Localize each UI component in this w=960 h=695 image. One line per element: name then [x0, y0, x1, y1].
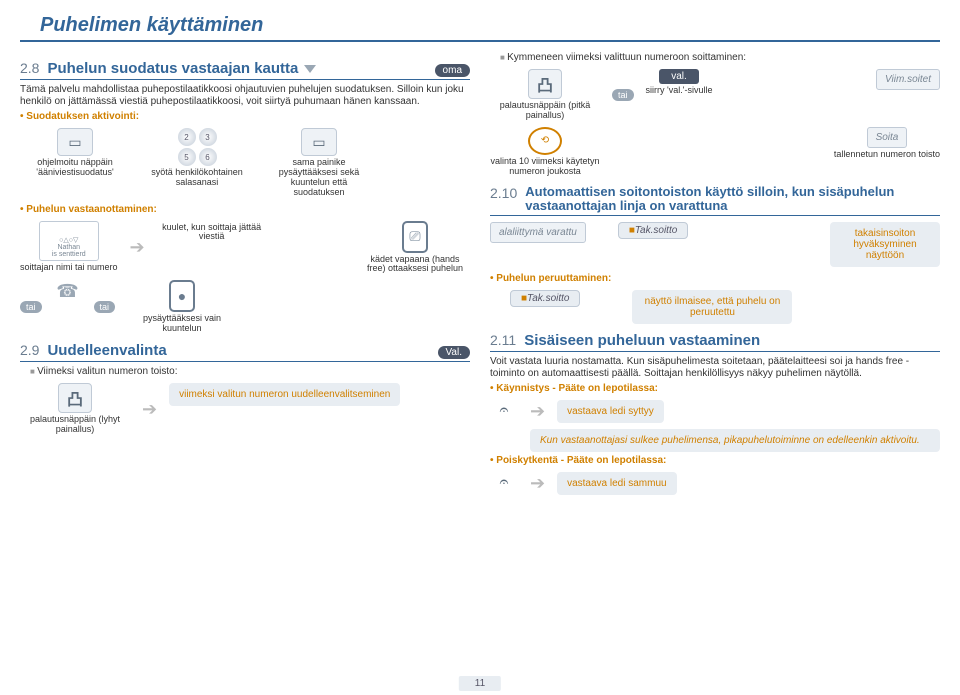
- section-2-9: 2.9 Uudelleenvalinta Val.: [20, 340, 470, 362]
- right-column: Kymmeneen viimeksi valittuun numeroon so…: [490, 52, 940, 501]
- sec-num: 2.8: [20, 60, 39, 76]
- mute-key-icon[interactable]: 𝄐: [490, 400, 518, 422]
- s211-text: Voit vastata luuria nostamatta. Kun sisä…: [490, 356, 940, 380]
- ten-last-sub: Kymmeneen viimeksi valittuun numeroon so…: [500, 52, 940, 63]
- tai-badge: tai: [94, 301, 116, 313]
- val-pill[interactable]: val.: [659, 69, 699, 84]
- same-key-icon[interactable]: ▭: [301, 128, 337, 156]
- stop-listen-row: tai ☎ tai ●pysäyttääksesi vain kuuntelun: [20, 280, 470, 334]
- dropdown-icon: [304, 65, 316, 73]
- cap: kädet vapaana (hands free) ottaaksesi pu…: [360, 255, 470, 275]
- callback-result: takaisinsoiton hyväksyminen näyttöön: [830, 222, 940, 267]
- on-note: Kun vastaanottajasi sulkee puhelimensa, …: [530, 429, 940, 452]
- cap: syötä henkilökohtainen salasanasi: [142, 168, 252, 188]
- arrow-icon: ➔: [142, 399, 157, 420]
- cap: ohjelmoitu näppäin 'ääniviestisuodatus': [20, 158, 130, 178]
- sec-title: Puhelun suodatus vastaajan kautta: [47, 60, 298, 77]
- activation-label: Suodatuksen aktivointi:: [20, 111, 470, 122]
- cap: palautusnäppäin (lyhyt painallus): [20, 415, 130, 435]
- cancel-row: ■Tak.soitto näyttö ilmaisee, että puhelu…: [490, 290, 940, 324]
- last-dialed-row: 凸palautusnäppäin (pitkä painallus) tai v…: [490, 69, 940, 121]
- redial-result: viimeksi valitun numeron uudelleenvalits…: [169, 383, 400, 406]
- cap: siirry 'val.'-sivulle: [646, 86, 713, 96]
- cap: palautusnäppäin (pitkä painallus): [490, 101, 600, 121]
- sec-title: Automaattisen soitontoiston käyttö sillo…: [525, 185, 940, 214]
- pick-number-row: ⟲valinta 10 viimeksi käytetyn numeron jo…: [490, 127, 940, 177]
- cap: tallennetun numeron toisto: [834, 150, 940, 160]
- cancel-result: näyttö ilmaisee, että puhelu on peruutet…: [632, 290, 792, 324]
- led-on-result: vastaava ledi syttyy: [557, 400, 664, 423]
- on-label: Käynnistys - Pääte on lepotilassa:: [490, 383, 940, 394]
- tai-badge: tai: [612, 89, 634, 101]
- program-key-icon[interactable]: ▭: [57, 128, 93, 156]
- handsfree-icon[interactable]: ⎚: [402, 221, 428, 253]
- taksoitto-button[interactable]: ■Tak.soitto: [510, 290, 580, 307]
- page-title: Puhelimen käyttäminen: [20, 8, 940, 42]
- off-label: Poiskytkentä - Pääte on lepotilassa:: [490, 455, 940, 466]
- val-badge: Val.: [438, 346, 471, 359]
- led-off-result: vastaava ledi sammuu: [557, 472, 677, 495]
- oma-badge: oma: [435, 64, 470, 77]
- off-row: 𝄐 ➔ vastaava ledi sammuu: [490, 472, 940, 495]
- taksoitto-button[interactable]: ■Tak.soitto: [618, 222, 688, 239]
- navigate-icon[interactable]: ⟲: [528, 127, 562, 155]
- cap: sama painike pysäyttääksesi sekä kuuntel…: [264, 158, 374, 198]
- keypad-icon[interactable]: 23: [178, 128, 217, 146]
- sec-title: Sisäiseen puheluun vastaaminen: [524, 332, 760, 349]
- arrow-icon: ➔: [530, 401, 545, 422]
- sec-num: 2.11: [490, 332, 516, 348]
- cap: valinta 10 viimeksi käytetyn numeron jou…: [490, 157, 600, 177]
- tai-badge: tai: [20, 301, 42, 313]
- handset-icon[interactable]: ☎: [54, 280, 82, 302]
- receive-label: Puhelun vastaanottaminen:: [20, 204, 470, 215]
- section-2-10: 2.10 Automaattisen soitontoiston käyttö …: [490, 183, 940, 217]
- arrow-icon: ➔: [130, 237, 145, 258]
- caller-display: ○△○▽Nathanis senttierd: [39, 221, 99, 261]
- mute-key-icon[interactable]: 𝄐: [490, 472, 518, 494]
- activation-steps: ▭ohjelmoitu näppäin 'ääniviestisuodatus'…: [20, 128, 470, 198]
- last-called-button[interactable]: Viim.soitet: [876, 69, 940, 90]
- redial-key-icon[interactable]: 凸: [528, 69, 562, 99]
- sec-title: Uudelleenvalinta: [47, 342, 166, 359]
- sec-num: 2.10: [490, 185, 517, 201]
- soita-button[interactable]: Soita: [867, 127, 908, 148]
- on-row: 𝄐 ➔ vastaava ledi syttyy: [490, 400, 940, 423]
- busy-row: alaliittymä varattu ■Tak.soitto takaisin…: [490, 222, 940, 267]
- left-column: 2.8 Puhelun suodatus vastaajan kautta om…: [20, 52, 470, 501]
- cap: soittajan nimi tai numero: [20, 263, 118, 273]
- page-number: 11: [459, 676, 501, 691]
- receive-steps: ○△○▽Nathanis senttierd soittajan nimi tai…: [20, 221, 470, 275]
- cancel-label: Puhelun peruuttaminen:: [490, 273, 940, 284]
- busy-indicator: alaliittymä varattu: [490, 222, 586, 243]
- section-2-8: 2.8 Puhelun suodatus vastaajan kautta om…: [20, 58, 470, 80]
- redial-sub: Viimeksi valitun numeron toisto:: [30, 366, 470, 377]
- handsfree-icon[interactable]: ●: [169, 280, 195, 312]
- redial-key-icon[interactable]: 凸: [58, 383, 92, 413]
- intro-text: Tämä palvelu mahdollistaa puhepostilaati…: [20, 84, 470, 108]
- cap: kuulet, kun soittaja jättää viestiä: [157, 223, 267, 243]
- redial-row: 凸palautusnäppäin (lyhyt painallus) ➔ vii…: [20, 383, 470, 435]
- sec-num: 2.9: [20, 342, 39, 358]
- cap: pysäyttääksesi vain kuuntelun: [127, 314, 237, 334]
- section-2-11: 2.11 Sisäiseen puheluun vastaaminen: [490, 330, 940, 352]
- arrow-icon: ➔: [530, 473, 545, 494]
